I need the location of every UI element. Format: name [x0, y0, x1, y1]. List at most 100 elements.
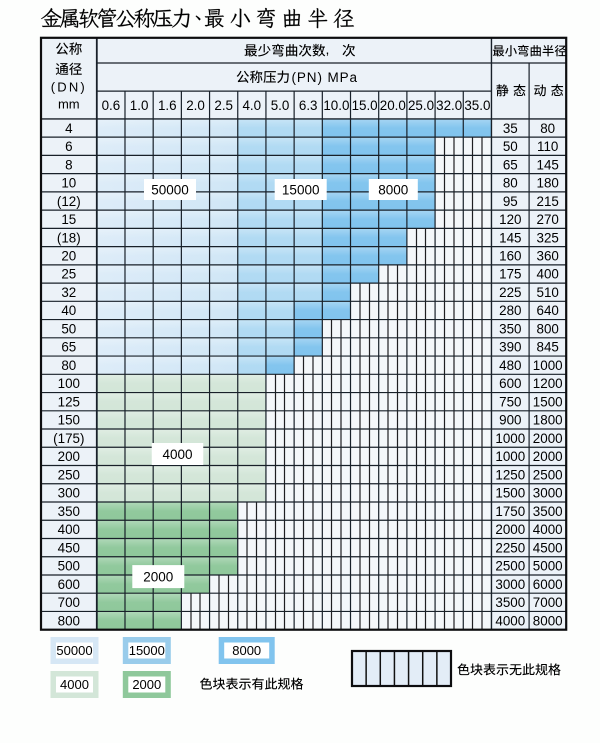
svg-text:900: 900: [499, 413, 521, 428]
svg-text:125: 125: [58, 394, 80, 409]
svg-text:80: 80: [61, 358, 76, 373]
svg-text:4000: 4000: [162, 447, 192, 462]
svg-text:65: 65: [503, 157, 518, 172]
svg-text:50000: 50000: [56, 643, 92, 658]
svg-text:50: 50: [61, 322, 76, 337]
svg-text:510: 510: [537, 285, 559, 300]
svg-text:4000: 4000: [495, 613, 525, 628]
svg-text:,: ,: [326, 41, 330, 57]
svg-text:2000: 2000: [143, 569, 173, 584]
svg-text:32: 32: [61, 285, 76, 300]
svg-text:1000: 1000: [495, 449, 525, 464]
svg-text:640: 640: [537, 303, 559, 318]
svg-text:1750: 1750: [495, 504, 525, 519]
svg-text:(PN) MPa: (PN) MPa: [292, 70, 358, 85]
svg-text:2000: 2000: [132, 677, 161, 692]
svg-text:160: 160: [499, 249, 521, 264]
svg-text:1000: 1000: [533, 358, 563, 373]
svg-text:2000: 2000: [533, 431, 563, 446]
svg-text:25: 25: [61, 267, 76, 282]
svg-text:1800: 1800: [533, 413, 563, 428]
svg-text:15: 15: [61, 212, 76, 227]
svg-text:15000: 15000: [129, 643, 165, 658]
svg-text:600: 600: [58, 577, 80, 592]
svg-text:(175): (175): [53, 431, 84, 446]
svg-text:2250: 2250: [495, 540, 525, 555]
svg-text:180: 180: [537, 176, 559, 191]
svg-text:0.6: 0.6: [102, 98, 121, 113]
svg-text:35.0: 35.0: [464, 98, 490, 113]
svg-text:3000: 3000: [533, 486, 563, 501]
svg-text:4500: 4500: [533, 540, 563, 555]
svg-text:32.0: 32.0: [436, 98, 462, 113]
svg-text:1200: 1200: [533, 376, 563, 391]
svg-text:1500: 1500: [495, 486, 525, 501]
svg-text:350: 350: [499, 322, 521, 337]
svg-text:3000: 3000: [495, 577, 525, 592]
svg-text:800: 800: [537, 322, 559, 337]
svg-text:450: 450: [58, 540, 80, 555]
svg-text:1250: 1250: [495, 467, 525, 482]
svg-text:65: 65: [61, 340, 76, 355]
svg-text:250: 250: [58, 467, 80, 482]
svg-text:mm: mm: [58, 96, 80, 111]
svg-text:400: 400: [58, 522, 80, 537]
svg-text:145: 145: [537, 157, 559, 172]
svg-text:7000: 7000: [533, 595, 563, 610]
svg-text:270: 270: [537, 212, 559, 227]
svg-text:4000: 4000: [533, 522, 563, 537]
svg-text:2.5: 2.5: [214, 98, 233, 113]
svg-text:20.0: 20.0: [380, 98, 406, 113]
svg-text:15.0: 15.0: [352, 98, 378, 113]
svg-text:80: 80: [503, 176, 518, 191]
svg-text:2000: 2000: [495, 522, 525, 537]
svg-text:350: 350: [58, 504, 80, 519]
svg-text:40: 40: [61, 303, 76, 318]
svg-text:225: 225: [499, 285, 521, 300]
svg-text:360: 360: [537, 249, 559, 264]
svg-text:2000: 2000: [533, 449, 563, 464]
svg-text:800: 800: [58, 613, 80, 628]
svg-text:600: 600: [499, 376, 521, 391]
svg-text:845: 845: [537, 340, 559, 355]
svg-text:5.0: 5.0: [271, 98, 290, 113]
svg-text:750: 750: [499, 394, 521, 409]
svg-text:5000: 5000: [533, 559, 563, 574]
svg-text:175: 175: [499, 267, 521, 282]
svg-text:325: 325: [537, 230, 559, 245]
svg-text:20: 20: [61, 249, 76, 264]
svg-text:215: 215: [537, 194, 559, 209]
svg-text:8000: 8000: [232, 643, 261, 658]
svg-text:120: 120: [499, 212, 521, 227]
svg-text:6.3: 6.3: [299, 98, 318, 113]
svg-text:150: 150: [58, 413, 80, 428]
svg-text:10: 10: [61, 176, 76, 191]
svg-text:3500: 3500: [495, 595, 525, 610]
svg-text:4: 4: [65, 121, 73, 136]
svg-text:145: 145: [499, 230, 521, 245]
svg-text:8000: 8000: [378, 182, 408, 197]
svg-text:6000: 6000: [533, 577, 563, 592]
svg-text:100: 100: [58, 376, 80, 391]
svg-text:300: 300: [58, 486, 80, 501]
svg-text:10.0: 10.0: [323, 98, 349, 113]
svg-text:35: 35: [503, 121, 518, 136]
svg-text:1500: 1500: [533, 394, 563, 409]
svg-text:480: 480: [499, 358, 521, 373]
svg-text:3500: 3500: [533, 504, 563, 519]
svg-text:400: 400: [537, 267, 559, 282]
svg-text:50: 50: [503, 139, 518, 154]
svg-text:1.6: 1.6: [158, 98, 177, 113]
svg-text:(12): (12): [57, 194, 81, 209]
svg-text:50000: 50000: [151, 182, 189, 197]
svg-text:(18): (18): [57, 230, 81, 245]
svg-text:700: 700: [58, 595, 80, 610]
svg-text:(DN): (DN): [51, 80, 87, 95]
svg-text:2500: 2500: [495, 559, 525, 574]
svg-text:4000: 4000: [60, 677, 89, 692]
svg-text:110: 110: [537, 139, 558, 154]
svg-text:8: 8: [65, 157, 72, 172]
svg-text:4.0: 4.0: [242, 98, 261, 113]
svg-text:80: 80: [540, 121, 555, 136]
svg-text:8000: 8000: [533, 613, 563, 628]
